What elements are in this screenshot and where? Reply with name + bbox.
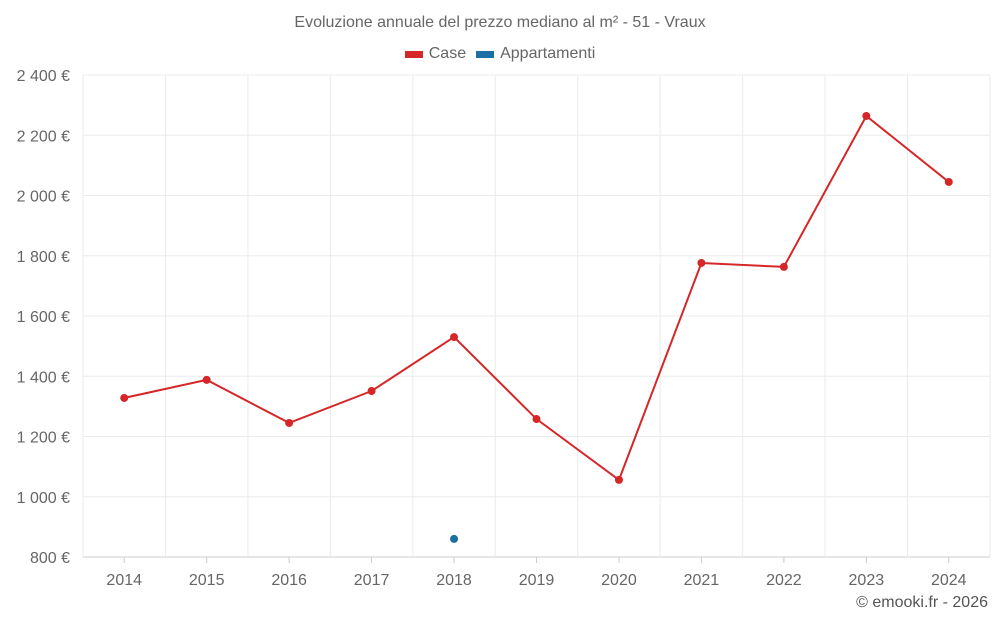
legend-label-appartamenti: Appartamenti — [500, 45, 596, 62]
data-point-case — [779, 262, 788, 271]
y-tick-label: 2 200 € — [17, 128, 70, 145]
x-tick-label: 2014 — [106, 572, 142, 589]
y-tick-label: 1 400 € — [17, 369, 70, 386]
y-tick-label: 1 200 € — [17, 430, 70, 447]
legend-item-appartamenti[interactable]: Appartamenti — [476, 45, 595, 63]
x-tick-label: 2018 — [436, 572, 472, 589]
legend-label-case: Case — [428, 45, 467, 62]
data-point-case — [862, 111, 871, 120]
y-tick-label: 2 400 € — [17, 68, 70, 85]
data-point-case — [532, 415, 541, 424]
x-tick-label: 2015 — [189, 572, 225, 589]
y-tick-label: 1 800 € — [17, 249, 70, 266]
x-tick-label: 2019 — [519, 572, 555, 589]
data-point-case — [944, 177, 953, 186]
data-point-case — [285, 418, 294, 427]
legend-item-case[interactable]: Case — [404, 45, 467, 63]
legend-swatch-case — [404, 50, 423, 58]
x-tick-label: 2023 — [849, 572, 885, 589]
x-tick-label: 2021 — [684, 572, 720, 589]
x-tick-label: 2022 — [766, 572, 802, 589]
data-point-case — [614, 475, 623, 484]
y-tick-label: 2 000 € — [17, 189, 70, 206]
data-point-appartamenti — [450, 534, 459, 543]
x-tick-label: 2020 — [601, 572, 637, 589]
x-tick-label: 2017 — [354, 572, 390, 589]
data-point-case — [202, 375, 211, 384]
x-tick-label: 2016 — [271, 572, 307, 589]
y-tick-label: 800 € — [30, 550, 70, 567]
chart-title: Evoluzione annuale del prezzo mediano al… — [294, 14, 706, 31]
credit: © emooki.fr - 2026 — [856, 594, 988, 611]
legend-swatch-appartamenti — [476, 50, 495, 58]
data-point-case — [120, 393, 129, 402]
legend: Case Appartamenti — [0, 45, 1000, 63]
data-point-case — [697, 258, 706, 267]
y-tick-label: 1 600 € — [17, 309, 70, 326]
data-point-case — [450, 333, 459, 342]
data-point-case — [367, 387, 376, 396]
x-tick-label: 2024 — [931, 572, 967, 589]
y-tick-label: 1 000 € — [17, 490, 70, 507]
